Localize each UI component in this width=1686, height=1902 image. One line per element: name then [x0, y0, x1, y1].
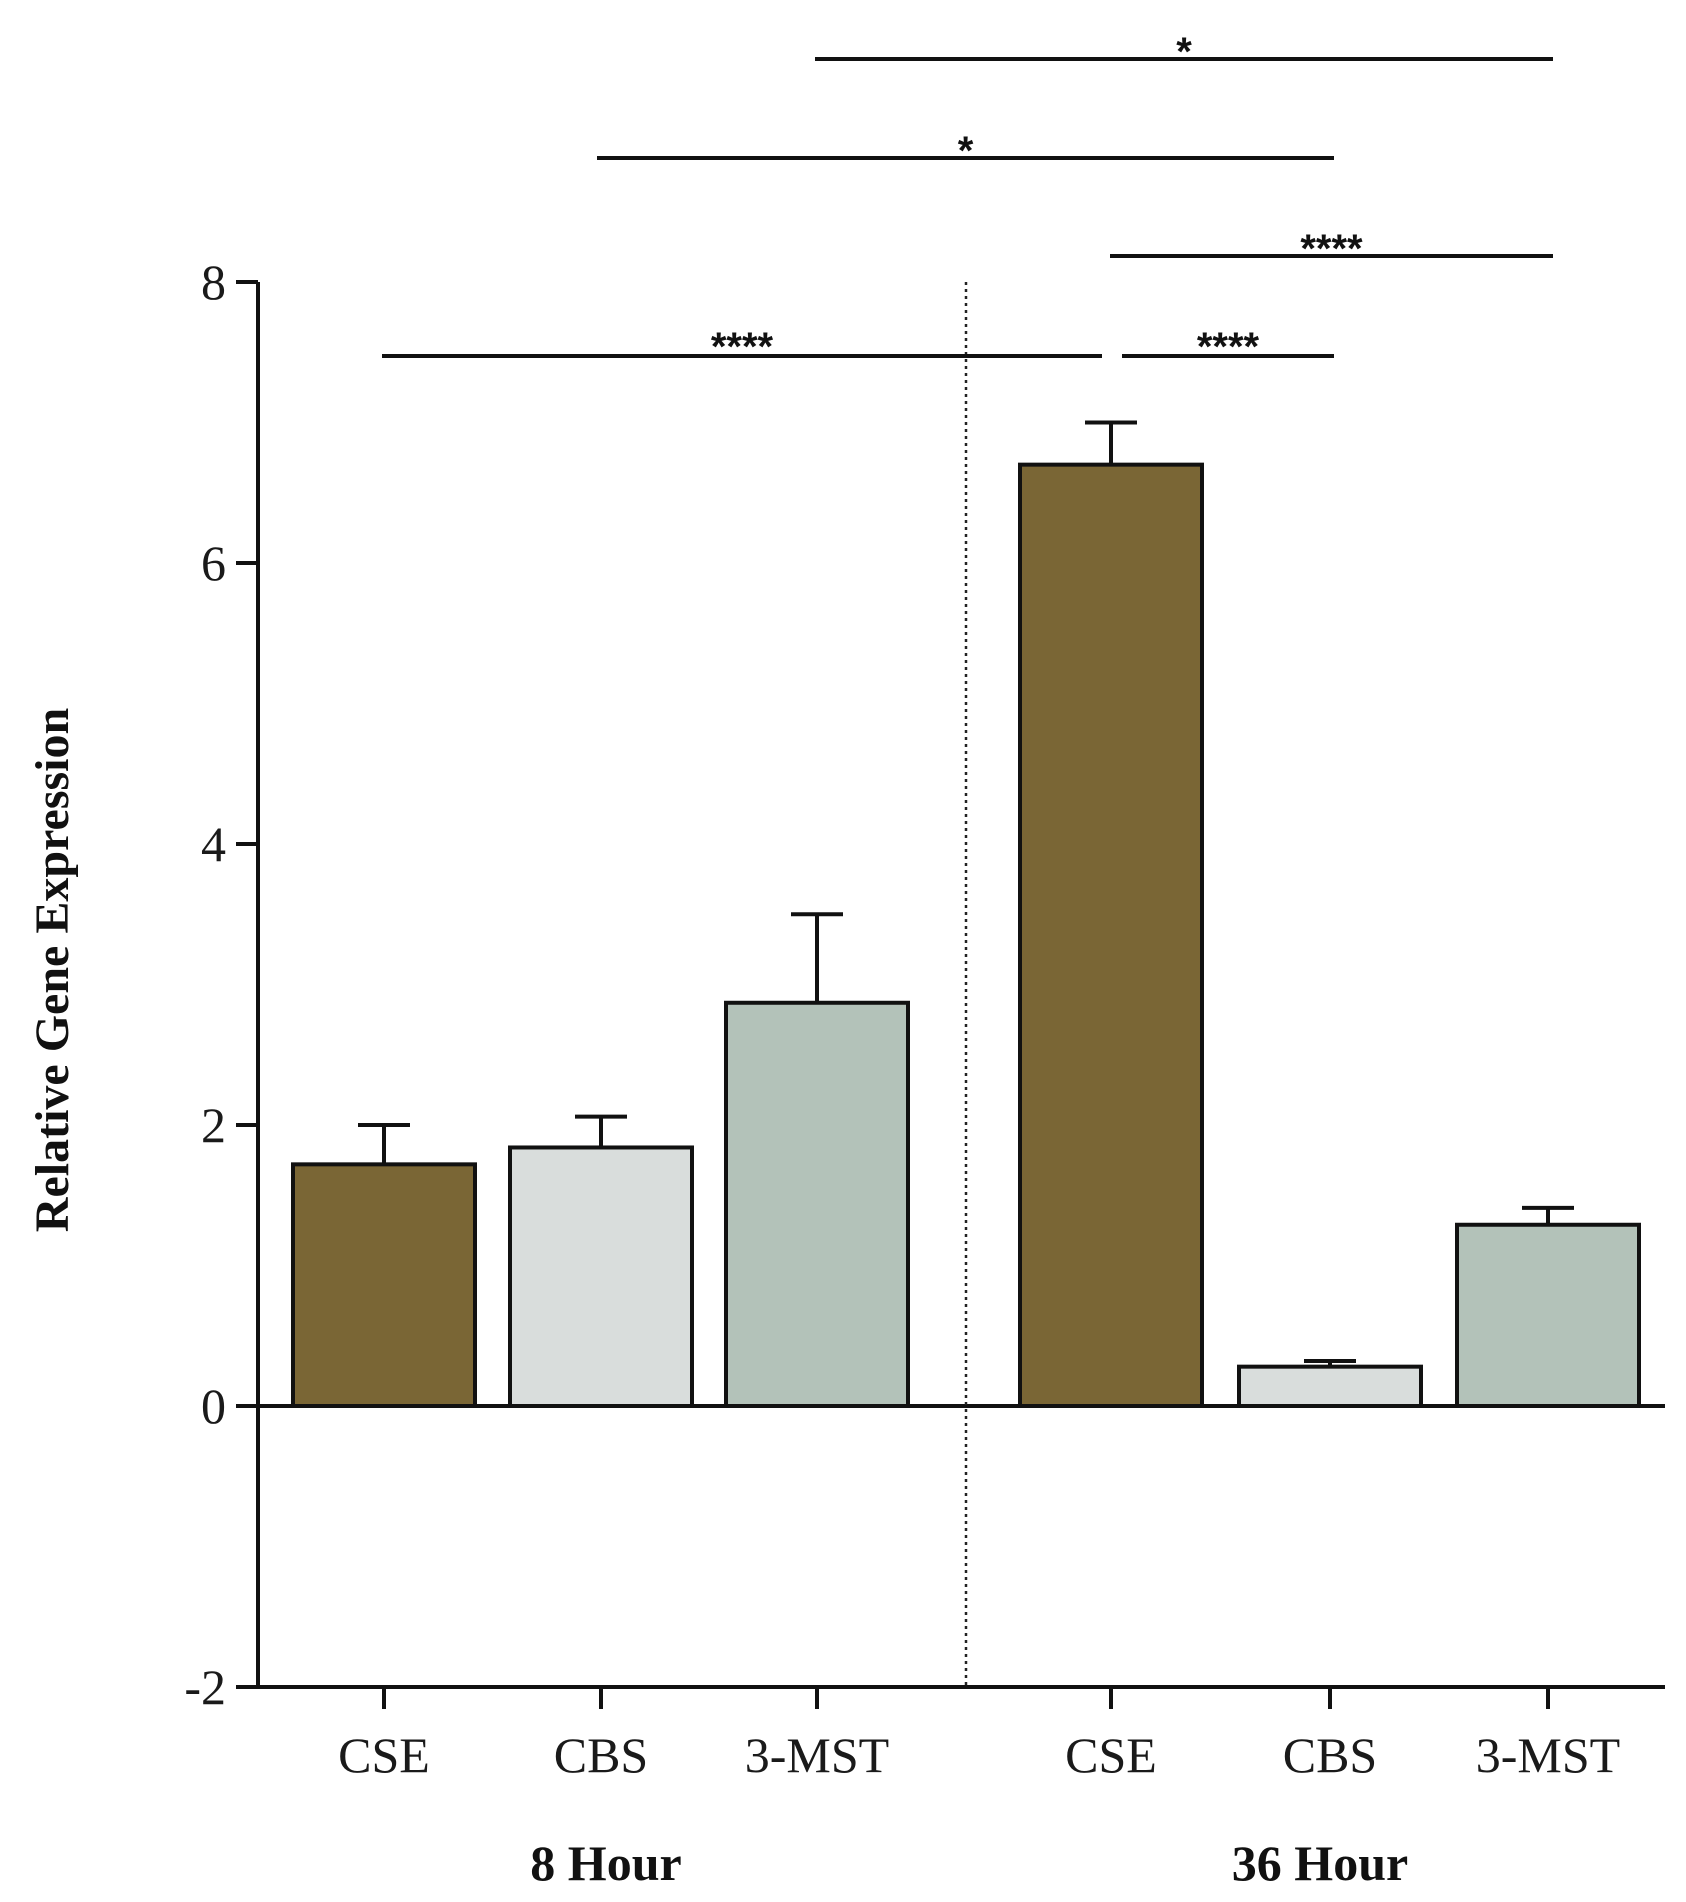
bar-8-hour-3-mst	[724, 1000, 910, 1408]
significance-label: *	[1176, 30, 1192, 74]
x-tick-label: CBS	[554, 1727, 649, 1783]
group-label: 8 Hour	[530, 1835, 681, 1891]
bar-36-hour-cse	[1018, 462, 1204, 1408]
bar-36-hour-cbs	[1237, 1364, 1423, 1409]
significance-label: ****	[1300, 227, 1363, 271]
axes-layer: -2 0 2 4 6 8	[184, 254, 1665, 1715]
y-tick-label: 4	[201, 816, 226, 872]
bar-8-hour-cse	[291, 1162, 477, 1408]
labels-layer: Relative Gene Expression CSE CBS 3-MST 8 Ho…	[26, 708, 1620, 1891]
y-tick-label: 8	[201, 254, 226, 310]
x-tick-label: CBS	[1283, 1727, 1378, 1783]
significance-label: *	[958, 129, 974, 173]
x-tick-label: 3-MST	[1476, 1727, 1620, 1783]
x-tick-label: CSE	[1065, 1727, 1157, 1783]
y-tick-label: 2	[201, 1097, 226, 1153]
significance-label: ****	[711, 325, 774, 369]
group-label: 36 Hour	[1232, 1835, 1408, 1891]
x-tick-label: CSE	[338, 1727, 430, 1783]
y-tick-label: -2	[184, 1659, 226, 1715]
y-tick-label: 6	[201, 535, 226, 591]
significance-label: ****	[1197, 325, 1260, 369]
y-axis-label: Relative Gene Expression	[26, 708, 79, 1232]
bar-36-hour-3-mst	[1455, 1222, 1641, 1408]
y-tick-label: 0	[201, 1378, 226, 1434]
x-tick-label: 3-MST	[745, 1727, 889, 1783]
significance-layer: **** **********	[382, 30, 1553, 369]
bar-8-hour-cbs	[508, 1145, 694, 1408]
